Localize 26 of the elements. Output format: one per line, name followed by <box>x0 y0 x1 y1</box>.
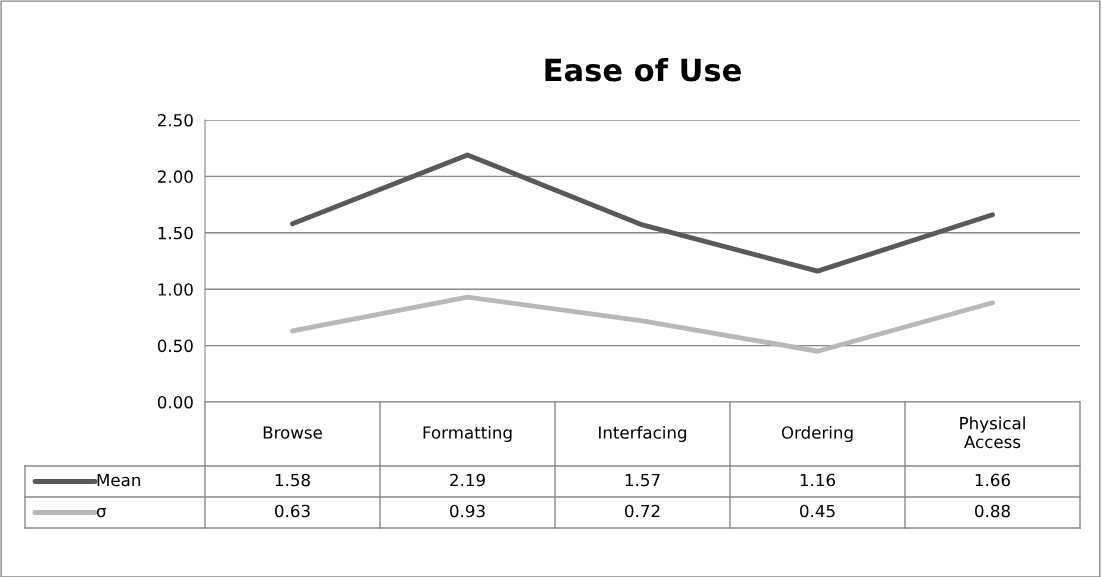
data-label: 0.88 <box>975 504 1010 518</box>
data-label: 0.72 <box>625 504 660 518</box>
x-tick-label: Interfacing <box>599 425 687 443</box>
y-tick-label: 2.00 <box>158 170 193 183</box>
y-tick-label: 1.00 <box>158 283 193 296</box>
y-tick-label: 2.50 <box>158 113 193 127</box>
data-label: 0.63 <box>275 504 310 518</box>
chart-title: Ease of Use <box>545 57 741 82</box>
data-label: 1.57 <box>625 473 660 487</box>
data-label: 0.45 <box>800 504 835 518</box>
data-label: 2.19 <box>450 473 485 487</box>
legend-label: Mean <box>97 473 140 487</box>
y-tick-label: 0.50 <box>157 339 193 353</box>
x-tick-label: Browse <box>263 426 322 439</box>
x-tick-label: Formatting <box>423 425 512 443</box>
y-tick-label: 1.50 <box>158 226 193 240</box>
x-tick-label: Ordering <box>781 425 853 443</box>
data-label: 1.66 <box>975 473 1011 487</box>
data-label: 0.93 <box>450 504 485 518</box>
y-tick-label: 0.00 <box>157 395 193 409</box>
legend-label: σ <box>96 507 107 518</box>
line-series <box>290 152 995 274</box>
x-tick-label: Physical Access <box>960 416 1025 449</box>
line-series <box>290 294 995 354</box>
data-label: 1.58 <box>275 473 310 487</box>
data-label: 1.16 <box>800 473 836 487</box>
